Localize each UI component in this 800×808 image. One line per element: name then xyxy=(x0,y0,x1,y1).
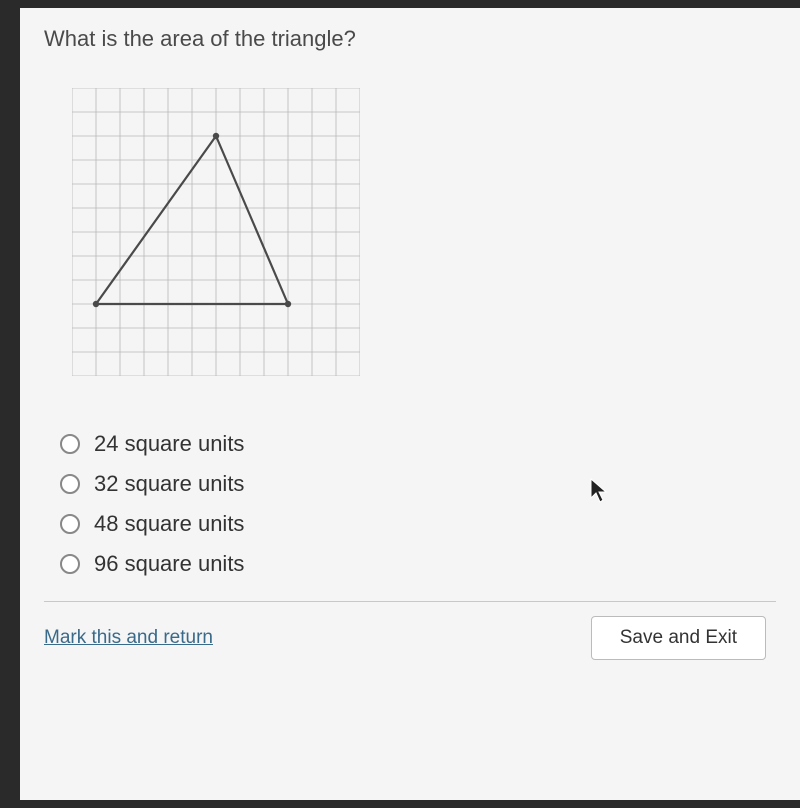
option-label: 96 square units xyxy=(94,551,244,577)
radio-icon xyxy=(60,434,80,454)
option-label: 48 square units xyxy=(94,511,244,537)
option-a[interactable]: 24 square units xyxy=(60,431,776,457)
option-label: 32 square units xyxy=(94,471,244,497)
mark-return-link[interactable]: Mark this and return xyxy=(44,627,213,649)
question-panel: What is the area of the triangle? 24 squ… xyxy=(20,8,800,800)
triangle-diagram xyxy=(72,88,776,381)
radio-icon xyxy=(60,514,80,534)
option-d[interactable]: 96 square units xyxy=(60,551,776,577)
footer-bar: Mark this and return Save and Exit xyxy=(44,601,776,660)
save-exit-button[interactable]: Save and Exit xyxy=(591,616,766,660)
question-text: What is the area of the triangle? xyxy=(44,26,776,52)
answer-options: 24 square units 32 square units 48 squar… xyxy=(60,431,776,577)
radio-icon xyxy=(60,474,80,494)
option-label: 24 square units xyxy=(94,431,244,457)
option-c[interactable]: 48 square units xyxy=(60,511,776,537)
option-b[interactable]: 32 square units xyxy=(60,471,776,497)
radio-icon xyxy=(60,554,80,574)
